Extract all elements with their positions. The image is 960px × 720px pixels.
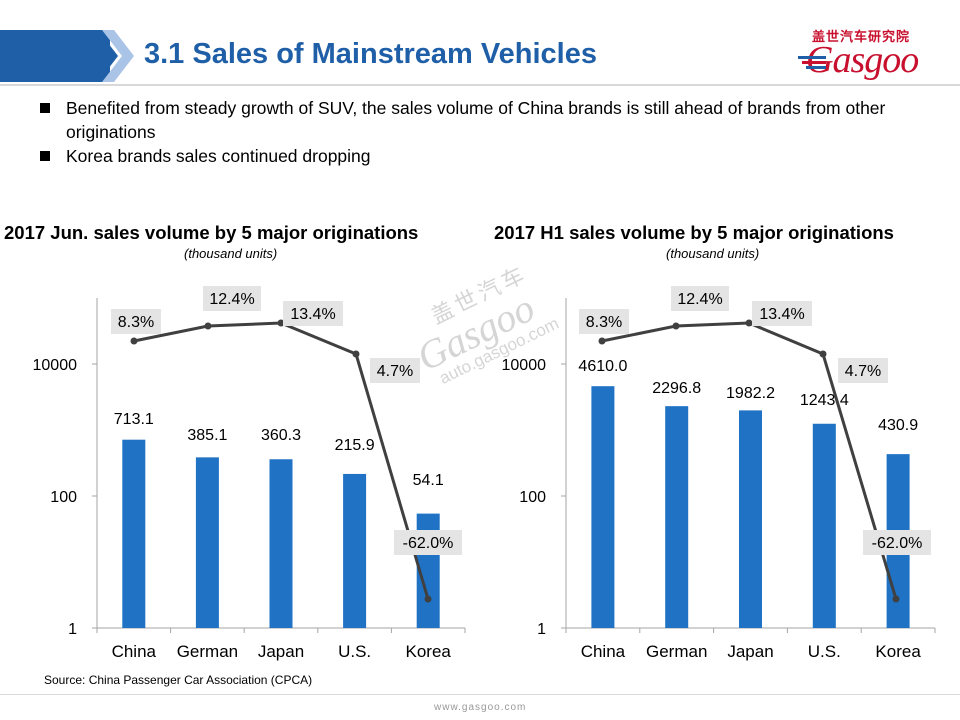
bar (269, 459, 293, 628)
bar-value-label: 2296.8 (652, 380, 701, 397)
growth-point (672, 322, 680, 330)
growth-label-box (370, 358, 420, 383)
bar (739, 410, 762, 628)
growth-point (277, 319, 285, 327)
growth-label: 8.3% (118, 314, 154, 331)
growth-point (424, 595, 432, 603)
logo-english-text: Gasgoo (806, 39, 919, 81)
page-title: 3.1 Sales of Mainstream Vehicles (144, 38, 597, 70)
growth-label: 12.4% (677, 291, 722, 308)
x-tick-label: U.S. (808, 642, 841, 661)
bar (122, 439, 146, 628)
source-note: Source: China Passenger Car Association … (44, 673, 313, 687)
bullet-square-icon (40, 103, 50, 113)
x-tick-label: China (581, 642, 626, 661)
bullet-square-icon (40, 151, 50, 161)
bar-value-label: 54.1 (413, 472, 444, 489)
growth-label-box (283, 301, 343, 326)
bar-value-label: 215.9 (335, 437, 375, 454)
bullet-item: Korea brands sales continued dropping (38, 144, 918, 168)
growth-label-box (394, 530, 462, 555)
growth-point (130, 337, 138, 345)
y-tick-label: 10000 (33, 357, 78, 374)
x-tick-label: German (177, 642, 238, 661)
growth-label-box (863, 530, 931, 555)
growth-point (745, 319, 753, 327)
x-tick-label: U.S. (338, 642, 371, 661)
growth-point (204, 322, 212, 330)
bullet-item: Benefited from steady growth of SUV, the… (38, 96, 918, 144)
header-rule (0, 84, 960, 86)
growth-label: 12.4% (209, 291, 254, 308)
bullet-text: Benefited from steady growth of SUV, the… (66, 98, 886, 142)
y-tick-label: 1 (537, 621, 546, 638)
growth-label-box (671, 286, 729, 311)
growth-point (819, 350, 827, 358)
bar-value-label: 713.1 (114, 411, 154, 428)
growth-label-box (838, 358, 888, 383)
growth-label-box (579, 309, 629, 334)
bar (665, 406, 689, 628)
x-tick-label: Korea (875, 642, 921, 661)
growth-point (892, 595, 900, 603)
chart-1-subtitle: (thousand units) (184, 246, 278, 261)
bar (812, 423, 836, 628)
growth-label: 4.7% (377, 363, 413, 380)
bar-value-label: 430.9 (878, 417, 918, 434)
growth-label-box (752, 301, 812, 326)
chart-2-title: 2017 H1 sales volume by 5 major originat… (494, 222, 894, 243)
bullet-list: Benefited from steady growth of SUV, the… (38, 96, 918, 168)
logo-chinese-text: 盖世汽车研究院 (812, 30, 911, 45)
bar (195, 457, 219, 628)
bar (343, 473, 367, 628)
growth-point (598, 337, 606, 345)
footer-url: www.gasgoo.com (434, 702, 527, 713)
x-tick-label: China (112, 642, 157, 661)
growth-label: 13.4% (290, 306, 335, 323)
bar-value-label: 4610.0 (578, 358, 627, 375)
bar (591, 386, 615, 628)
bullet-text: Korea brands sales continued dropping (66, 146, 371, 166)
growth-label-box (111, 309, 161, 334)
logo-speed-lines-icon (798, 56, 826, 69)
growth-label-box (203, 286, 261, 311)
bar-value-label: 385.1 (187, 427, 227, 444)
bar-value-label: 360.3 (261, 427, 301, 444)
footer-rule (0, 694, 960, 695)
header-chevrons (80, 30, 134, 82)
growth-point (352, 350, 360, 358)
chart-2-subtitle: (thousand units) (666, 246, 760, 261)
growth-label: -62.0% (872, 535, 923, 552)
y-tick-label: 1 (68, 621, 77, 638)
x-tick-label: Japan (258, 642, 304, 661)
growth-label: 8.3% (586, 314, 622, 331)
x-tick-label: Japan (727, 642, 773, 661)
x-tick-label: German (646, 642, 707, 661)
y-tick-label: 10000 (502, 357, 547, 374)
bar-value-label: 1982.2 (726, 385, 775, 402)
growth-label: 13.4% (759, 306, 804, 323)
growth-label: 4.7% (845, 363, 881, 380)
chart-1-title: 2017 Jun. sales volume by 5 major origin… (4, 222, 419, 243)
x-tick-label: Korea (406, 642, 452, 661)
bar-value-label: 1243.4 (800, 392, 849, 409)
y-tick-label: 100 (50, 489, 77, 506)
growth-label: -62.0% (403, 535, 454, 552)
y-tick-label: 100 (519, 489, 546, 506)
